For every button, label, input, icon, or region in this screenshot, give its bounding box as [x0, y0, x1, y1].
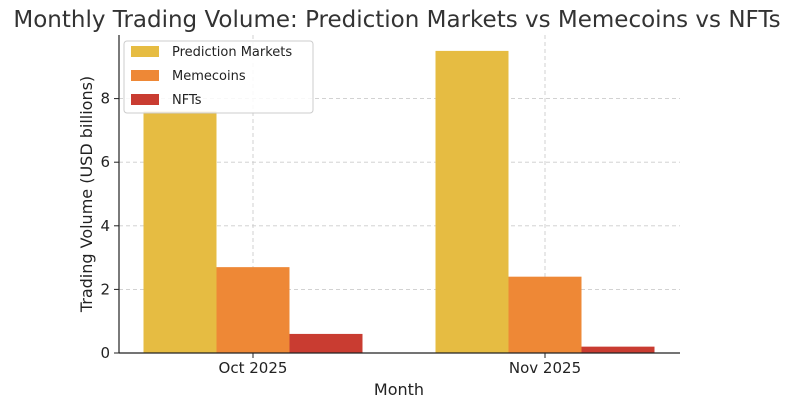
bar-prediction-markets: [435, 50, 509, 354]
bars: [143, 50, 655, 354]
bar-prediction-markets: [143, 111, 217, 353]
axes: [118, 35, 680, 354]
legend-label: Memecoins: [172, 69, 246, 84]
bar-memecoins: [508, 276, 582, 353]
legend-label: Prediction Markets: [172, 45, 292, 60]
legend-label: NFTs: [172, 93, 202, 108]
legend-swatch: [131, 46, 159, 57]
legend-swatch: [131, 94, 159, 105]
x-tick-label: Nov 2025: [509, 359, 581, 377]
x-axis-label: Month: [374, 380, 424, 399]
y-tick-label: 6: [100, 153, 110, 171]
y-tick-label: 0: [100, 344, 110, 362]
chart-title: Monthly Trading Volume: Prediction Marke…: [13, 7, 780, 33]
x-ticks: Oct 2025 Nov 2025: [219, 353, 581, 377]
bar-memecoins: [216, 267, 290, 353]
y-tick-label: 2: [100, 280, 110, 298]
bar-nfts: [289, 333, 363, 353]
x-tick-label: Oct 2025: [219, 359, 288, 377]
bar-nfts: [581, 346, 655, 353]
legend-box: [123, 40, 314, 114]
legend-swatch: [131, 70, 159, 81]
y-tick-label: 8: [100, 90, 110, 108]
legend: Prediction Markets Memecoins NFTs: [123, 40, 314, 114]
y-ticks: 0 2 4 6 8: [100, 90, 119, 362]
y-tick-label: 4: [100, 217, 110, 235]
y-axis-label: Trading Volume (USD billions): [77, 76, 96, 313]
